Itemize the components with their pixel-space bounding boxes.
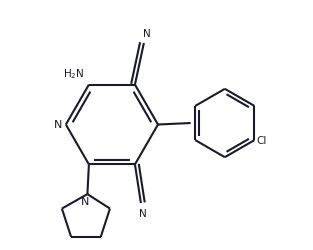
Text: H$_2$N: H$_2$N [63,67,85,81]
Text: N: N [54,120,62,130]
Text: Cl: Cl [257,136,267,145]
Text: N: N [139,208,146,218]
Text: N: N [81,196,89,206]
Text: N: N [143,28,151,38]
